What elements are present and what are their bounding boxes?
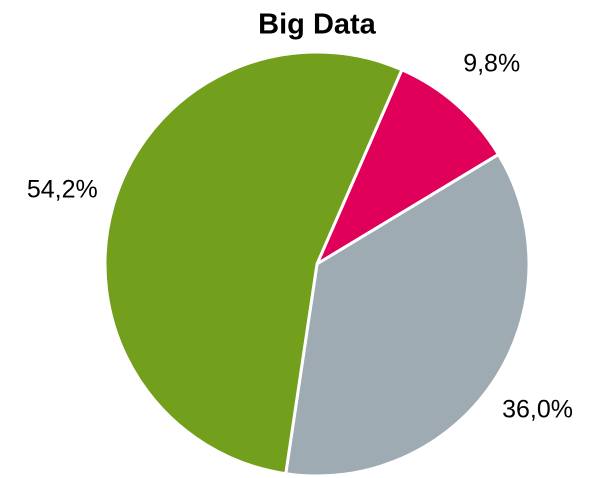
data-label: 9,8% <box>463 49 520 77</box>
pie-slice <box>103 50 404 476</box>
pie-slice <box>284 152 531 478</box>
chart-title: Big Data <box>258 9 377 41</box>
data-label: 36,0% <box>502 396 573 424</box>
data-label: 54,2% <box>27 175 98 203</box>
pie-slice <box>315 68 500 266</box>
